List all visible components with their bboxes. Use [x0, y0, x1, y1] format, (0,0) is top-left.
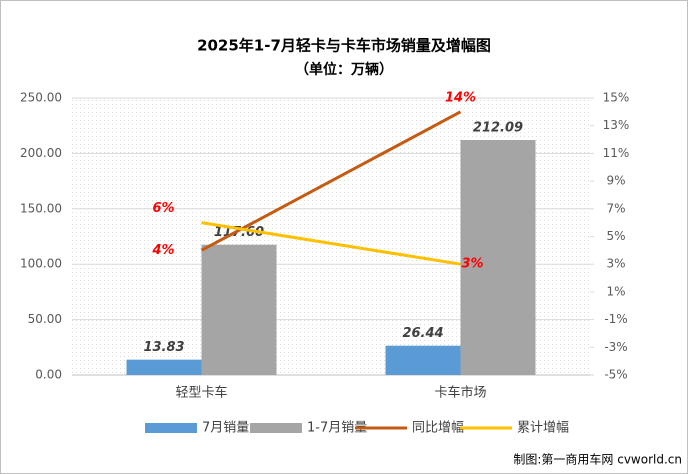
data-label: 14%: [445, 90, 476, 105]
legend-label: 同比增幅: [412, 421, 464, 436]
legend-swatch: [145, 423, 197, 433]
y2-tick-label: 7%: [606, 201, 625, 215]
y2-tick-label: 15%: [603, 91, 630, 105]
y2-tick-label: 5%: [606, 229, 625, 243]
bar: [126, 359, 202, 375]
legend-swatch: [250, 423, 302, 433]
y2-tick-label: -1%: [604, 312, 627, 326]
y2-tick-label: 3%: [606, 257, 625, 271]
bar: [385, 345, 461, 375]
y-tick-label: 100.00: [20, 257, 62, 271]
bar: [460, 140, 536, 375]
source-note: 制图:第一商用车网 cvworld.cn: [513, 452, 682, 467]
line: [200, 110, 462, 252]
legend-label: 7月销量: [202, 421, 249, 436]
legend-label: 1-7月销量: [307, 421, 367, 436]
x-tick-label: 卡车市场: [434, 385, 486, 401]
y-tick-label: 50.00: [28, 312, 62, 326]
chart-subtitle: （单位：万辆）: [295, 61, 393, 78]
legend-label: 累计增幅: [517, 421, 569, 436]
line: [201, 221, 461, 266]
data-label: 3%: [461, 257, 483, 272]
x-tick-label: 轻型卡车: [175, 385, 227, 401]
data-label: 13.83: [143, 340, 184, 355]
y-tick-label: 150.00: [20, 201, 62, 215]
y2-tick-label: -5%: [604, 368, 627, 382]
chart-title: 2025年1-7月轻卡与卡车市场销量及增幅图: [197, 37, 491, 55]
y2-tick-label: -3%: [604, 340, 627, 354]
y-tick-label: 0.00: [35, 368, 62, 382]
bar: [201, 244, 277, 375]
y2-tick-label: 9%: [606, 174, 625, 188]
y2-tick-label: 1%: [606, 284, 625, 298]
data-label: 212.09: [473, 121, 523, 136]
data-label: 6%: [152, 201, 174, 216]
y-tick-label: 200.00: [20, 146, 62, 160]
data-label: 26.44: [402, 326, 443, 341]
y2-tick-label: 13%: [603, 118, 630, 132]
data-label: 4%: [151, 243, 174, 258]
y-tick-label: 250.00: [20, 91, 62, 105]
y2-tick-label: 11%: [603, 146, 630, 160]
